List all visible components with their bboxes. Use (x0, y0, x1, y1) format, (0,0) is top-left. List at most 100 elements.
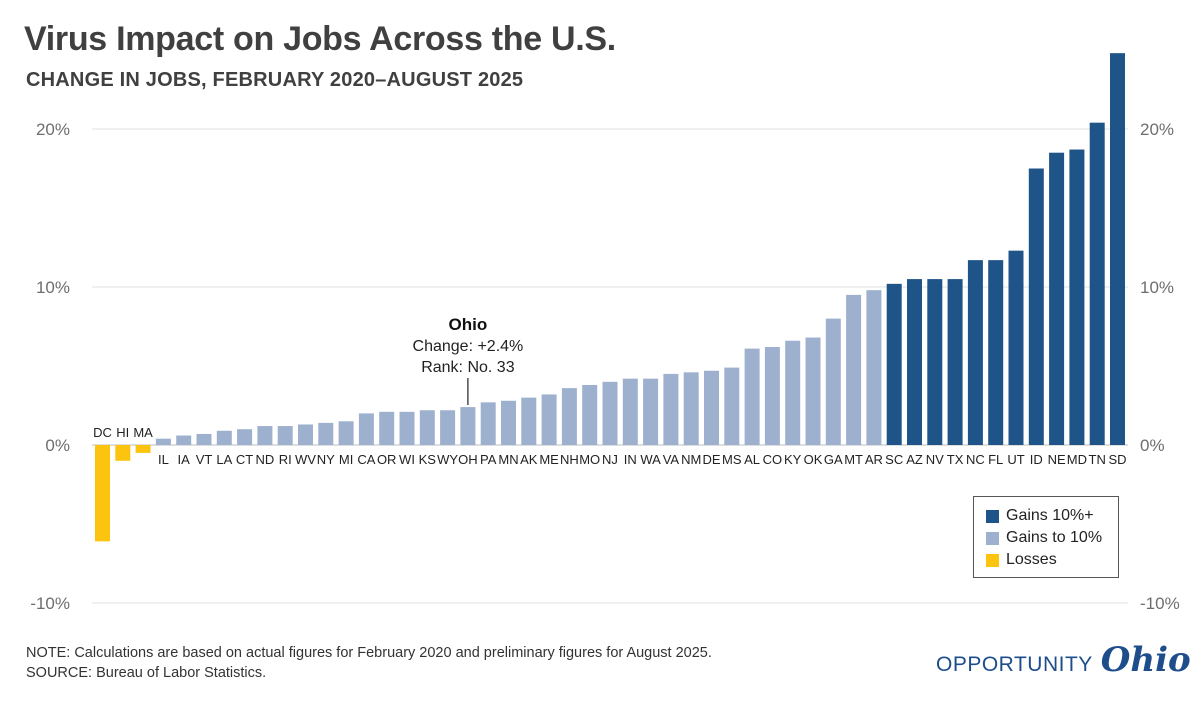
category-label-ar: AR (865, 452, 883, 467)
bar-co (764, 347, 780, 445)
category-label-mn: MN (498, 452, 518, 467)
category-label-oh: OH (458, 452, 478, 467)
bar-ar (866, 290, 882, 445)
bar-nm (683, 372, 699, 445)
category-label-al: AL (744, 452, 760, 467)
category-label-co: CO (763, 452, 783, 467)
category-label-nd: ND (256, 452, 275, 467)
bar-nd (257, 426, 273, 445)
category-label-ak: AK (520, 452, 538, 467)
category-label-nh: NH (560, 452, 579, 467)
y-tick-label-left: -10% (30, 594, 70, 613)
source-text: SOURCE: Bureau of Labor Statistics. (26, 665, 267, 681)
chart-subtitle: CHANGE IN JOBS, FEBRUARY 2020–AUGUST 202… (26, 69, 524, 91)
bar-wi (399, 411, 415, 445)
bar-nj (602, 381, 618, 445)
bar-ok (805, 337, 821, 445)
category-label-ky: KY (784, 452, 802, 467)
bar-ia (176, 435, 192, 445)
bar-md (1069, 149, 1085, 446)
y-tick-label-right: 10% (1140, 278, 1174, 297)
category-label-ne: NE (1048, 452, 1066, 467)
bar-vt (196, 433, 212, 445)
category-label-mt: MT (844, 452, 863, 467)
category-label-in: IN (624, 452, 637, 467)
category-label-md: MD (1067, 452, 1087, 467)
bar-ga (825, 318, 841, 445)
category-label-nm: NM (681, 452, 701, 467)
category-label-ma: MA (133, 425, 153, 440)
bar-ma (135, 445, 151, 453)
note-text: NOTE: Calculations are based on actual f… (26, 645, 712, 661)
bar-mt (846, 294, 862, 445)
ohio-annotation-change: Change: +2.4% (413, 338, 524, 355)
bar-or (379, 411, 395, 445)
category-label-sd: SD (1108, 452, 1126, 467)
bar-az (907, 279, 922, 445)
bar-tn (1089, 122, 1105, 446)
category-label-tn: TN (1089, 452, 1106, 467)
bar-il (155, 438, 171, 445)
category-label-sc: SC (885, 452, 903, 467)
legend-item-losses: Losses (986, 549, 1118, 571)
footnote: NOTE: Calculations are based on actual f… (26, 643, 712, 683)
bar-nh (561, 388, 577, 445)
bar-me (541, 394, 557, 445)
category-label-mo: MO (579, 452, 600, 467)
category-label-nj: NJ (602, 452, 618, 467)
category-label-wy: WY (437, 452, 458, 467)
bar-oh (460, 407, 476, 445)
category-label-vt: VT (196, 452, 213, 467)
category-label-ks: KS (419, 452, 437, 467)
bar-id (1028, 168, 1044, 445)
bar-sc (886, 283, 902, 445)
category-label-ca: CA (357, 452, 375, 467)
category-label-ga: GA (824, 452, 843, 467)
bar-ky (785, 340, 801, 445)
bar-ne (1049, 152, 1065, 445)
bar-fl (988, 260, 1004, 445)
bar-ri (277, 426, 293, 445)
category-label-ny: NY (317, 452, 335, 467)
category-label-wa: WA (640, 452, 661, 467)
category-label-tx: TX (947, 452, 964, 467)
category-label-va: VA (663, 452, 680, 467)
bar-ny (318, 422, 334, 445)
bar-ca (358, 413, 374, 445)
bar-ks (419, 410, 435, 445)
category-label-fl: FL (988, 452, 1003, 467)
category-label-ri: RI (279, 452, 292, 467)
bar-mi (338, 421, 354, 445)
bar-mo (582, 384, 598, 445)
category-label-dc: DC (93, 425, 112, 440)
bar-sd (1110, 53, 1125, 445)
bar-pa (480, 402, 496, 445)
bar-la (216, 430, 232, 445)
chart-title: Virus Impact on Jobs Across the U.S. (24, 20, 616, 58)
category-label-az: AZ (906, 452, 923, 467)
category-label-ok: OK (804, 452, 823, 467)
category-label-de: DE (702, 452, 720, 467)
category-label-nv: NV (926, 452, 944, 467)
y-tick-label-right: 0% (1140, 436, 1165, 455)
category-label-ct: CT (236, 452, 253, 467)
logo-script: Ohio (1100, 640, 1191, 680)
category-label-ms: MS (722, 452, 742, 467)
ohio-annotation-rank: Rank: No. 33 (421, 359, 514, 376)
y-tick-label-right: -10% (1140, 594, 1180, 613)
bar-wv (298, 424, 313, 445)
bar-ms (724, 367, 740, 445)
bar-mn (501, 400, 516, 445)
category-label-pa: PA (480, 452, 497, 467)
bar-al (744, 348, 760, 445)
bar-in (622, 378, 638, 445)
bar-ak (521, 397, 537, 445)
category-label-ia: IA (178, 452, 191, 467)
bar-nc (967, 260, 983, 445)
y-tick-label-left: 0% (45, 436, 70, 455)
legend-swatch-gains-to-10 (986, 531, 999, 545)
category-label-hi: HI (116, 425, 129, 440)
legend-label-gains-10-plus: Gains 10%+ (1006, 507, 1094, 524)
bar-de (704, 370, 719, 445)
